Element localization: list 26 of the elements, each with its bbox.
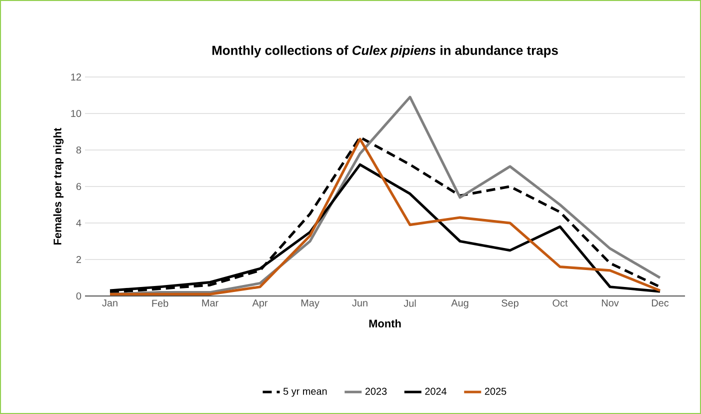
x-tick-label: May bbox=[301, 300, 320, 308]
legend-label: 2023 bbox=[365, 388, 387, 395]
x-tick-label: Jul bbox=[404, 300, 416, 307]
y-tick-label: 4 bbox=[76, 220, 82, 226]
legend-label: 2024 bbox=[425, 388, 447, 395]
x-tick-label: Feb bbox=[152, 300, 168, 307]
y-tick-label: 12 bbox=[71, 74, 81, 80]
x-tick-label: Jun bbox=[352, 300, 368, 306]
y-tick-label: 2 bbox=[76, 256, 81, 263]
x-tick-label: Nov bbox=[602, 300, 619, 306]
x-tick-label: Aug bbox=[451, 300, 468, 308]
x-tick-label: Mar bbox=[202, 300, 218, 306]
y-axis-title: Females per trap night bbox=[53, 128, 64, 245]
y-tick-label: 10 bbox=[71, 110, 82, 118]
y-tick-label: 6 bbox=[76, 182, 82, 190]
x-tick-label: Oct bbox=[552, 300, 568, 307]
legend-label: 5 yr mean bbox=[283, 388, 327, 397]
x-tick-label: Apr bbox=[252, 300, 268, 308]
y-tick-label: 8 bbox=[76, 146, 82, 154]
y-tick-label: 0 bbox=[76, 292, 82, 300]
legend-label: 2025 bbox=[484, 388, 506, 395]
x-tick-label: Jan bbox=[102, 300, 118, 306]
x-axis-title: Month bbox=[369, 319, 401, 328]
chart-title: Monthly collections of Culex pipiens in abundance traps bbox=[212, 45, 558, 58]
x-tick-label: Dec bbox=[652, 300, 669, 306]
x-tick-label: Sep bbox=[502, 300, 518, 309]
